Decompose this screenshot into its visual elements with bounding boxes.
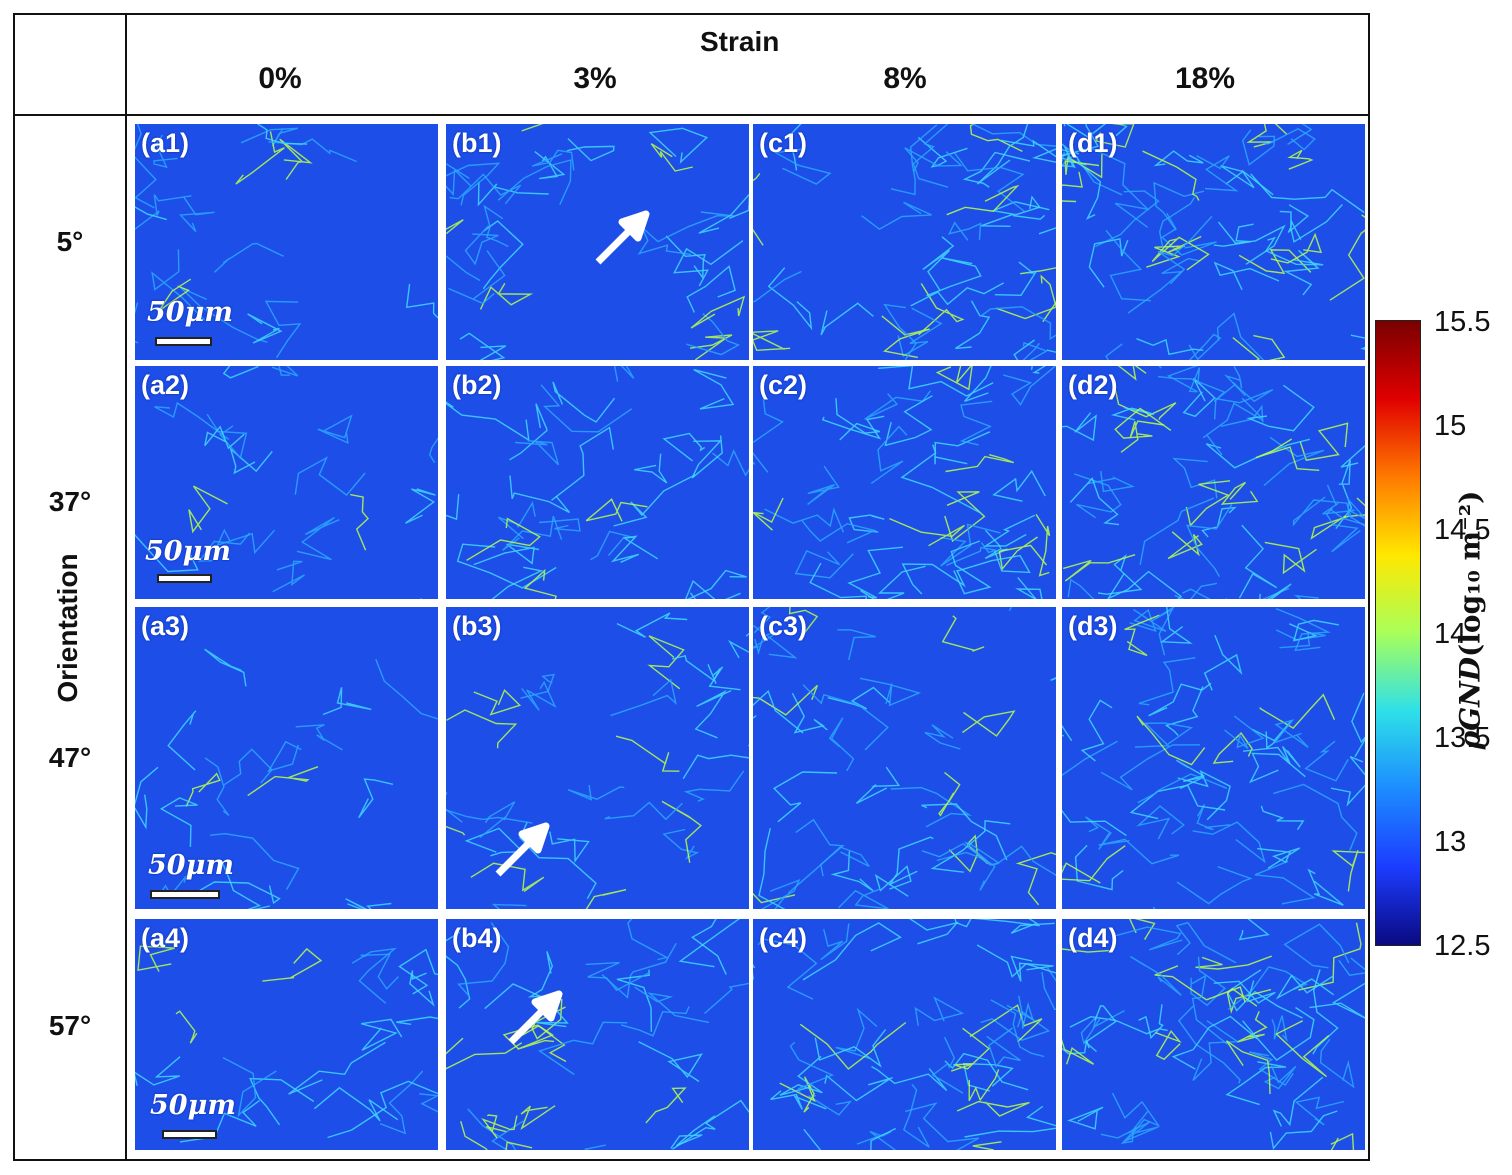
gnd-map-panel: (a1) bbox=[135, 124, 438, 360]
colorbar-tick: 13.5 bbox=[1434, 722, 1491, 754]
panel-label: (b2) bbox=[452, 370, 502, 400]
gnd-map-panel: (b2) bbox=[446, 366, 749, 599]
colorbar-tick: 14 bbox=[1434, 618, 1467, 650]
gnd-map-panel: (a3) bbox=[135, 607, 438, 909]
orientation-57-label: 57° bbox=[48, 1010, 92, 1041]
panel-label: (d3) bbox=[1068, 611, 1118, 641]
strain-18-label: 18% bbox=[1174, 62, 1236, 95]
scale-bar bbox=[157, 574, 212, 583]
colorbar-label: ρGND(log₁₀ m⁻²) bbox=[1454, 491, 1487, 750]
scale-bar-label: 50μm bbox=[147, 297, 233, 328]
gnd-map-panel: (a4) bbox=[135, 919, 438, 1150]
panel-label: (d4) bbox=[1068, 923, 1118, 953]
strain-0-label: 0% bbox=[258, 62, 302, 95]
gnd-map-panel: (b3) bbox=[446, 607, 749, 909]
panel-label: (a2) bbox=[141, 370, 190, 400]
panel-label: (a4) bbox=[141, 923, 190, 953]
gnd-map-panel: (a2) bbox=[135, 366, 438, 599]
gnd-map-panel: (d1) bbox=[1062, 124, 1365, 360]
strain-title: Strain bbox=[700, 26, 780, 57]
colorbar bbox=[1375, 320, 1421, 946]
colorbar-label-units: (log₁₀ m⁻²) bbox=[1453, 490, 1487, 657]
panel-label: (d1) bbox=[1068, 128, 1118, 158]
gnd-map-panel: (c3) bbox=[753, 607, 1056, 909]
panel-label: (b1) bbox=[452, 128, 502, 158]
colorbar-tick: 13 bbox=[1434, 826, 1467, 858]
arrow-icon bbox=[595, 210, 650, 265]
gnd-map-panel: (c2) bbox=[753, 366, 1056, 599]
gnd-map-panel: (d4) bbox=[1062, 919, 1365, 1150]
scale-bar bbox=[162, 1130, 217, 1139]
strain-8-label: 8% bbox=[883, 62, 927, 95]
figure-frame bbox=[13, 13, 1370, 1161]
column-divider bbox=[125, 13, 127, 1161]
panel-label: (c2) bbox=[759, 370, 808, 400]
scale-bar bbox=[150, 890, 220, 899]
colorbar-label-symbol: ρGND bbox=[1453, 656, 1487, 750]
scale-bar-label: 50μm bbox=[145, 536, 231, 567]
orientation-title: Orientation bbox=[52, 553, 83, 703]
panel-label: (c4) bbox=[759, 923, 808, 953]
gnd-map-panel: (c4) bbox=[753, 919, 1056, 1150]
orientation-5-label: 5° bbox=[56, 226, 84, 257]
scale-bar bbox=[155, 337, 212, 346]
panel-label: (b4) bbox=[452, 923, 502, 953]
gnd-map-panel: (d2) bbox=[1062, 366, 1365, 599]
panel-label: (b3) bbox=[452, 611, 502, 641]
scale-bar-label: 50μm bbox=[148, 850, 234, 881]
strain-3-label: 3% bbox=[573, 62, 617, 95]
gnd-map-panel: (c1) bbox=[753, 124, 1056, 360]
panel-label: (a3) bbox=[141, 611, 190, 641]
arrow-icon bbox=[508, 990, 563, 1045]
scale-bar-label: 50μm bbox=[150, 1090, 236, 1121]
colorbar-tick: 15.5 bbox=[1434, 306, 1491, 338]
orientation-37-label: 37° bbox=[48, 486, 92, 517]
panel-label: (c3) bbox=[759, 611, 808, 641]
colorbar-tick: 14.5 bbox=[1434, 514, 1491, 546]
colorbar-tick: 12.5 bbox=[1434, 930, 1491, 962]
panel-label: (a1) bbox=[141, 128, 190, 158]
panel-label: (d2) bbox=[1068, 370, 1118, 400]
orientation-47-label: 47° bbox=[48, 742, 92, 773]
arrow-icon bbox=[495, 822, 550, 877]
colorbar-tick: 15 bbox=[1434, 410, 1467, 442]
gnd-map-panel: (b1) bbox=[446, 124, 749, 360]
gnd-map-panel: (b4) bbox=[446, 919, 749, 1150]
header-divider bbox=[13, 114, 1370, 116]
gnd-map-panel: (d3) bbox=[1062, 607, 1365, 909]
panel-label: (c1) bbox=[759, 128, 808, 158]
